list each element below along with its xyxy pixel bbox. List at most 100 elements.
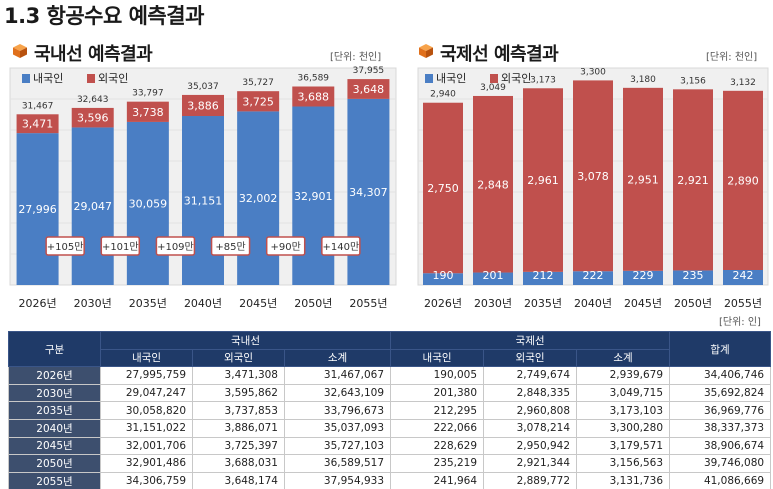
total-label: 33,797 bbox=[132, 89, 164, 99]
increment-box bbox=[321, 236, 361, 256]
table-cell: 3,648,174 bbox=[192, 471, 285, 489]
bar-label-local: 34,307 bbox=[349, 186, 388, 199]
table-cell: 29,047,247 bbox=[100, 383, 193, 403]
domestic-title: 국내선 예측결과 bbox=[34, 44, 153, 65]
category-label: 2035년 bbox=[524, 297, 562, 310]
cube-icon bbox=[419, 44, 433, 58]
increment-box bbox=[155, 236, 196, 256]
total-label: 36,589 bbox=[298, 74, 330, 84]
table-cell: 37,954,933 bbox=[283, 471, 392, 489]
th-sub: 소계 bbox=[576, 348, 671, 368]
table-row: 2045년 32,001,706 3,725,397 35,727,103 228,62… bbox=[8, 436, 772, 456]
bar-local bbox=[473, 272, 513, 285]
category-label: 2045년 bbox=[624, 297, 662, 310]
legend-swatch bbox=[490, 74, 498, 83]
bar-label-local: 201 bbox=[483, 269, 504, 282]
increment-badge: +85만 bbox=[210, 236, 251, 256]
bar-label-local: 190 bbox=[433, 269, 454, 282]
table-cell: 2,749,674 bbox=[483, 366, 578, 385]
table-cell: 3,179,571 bbox=[576, 436, 671, 456]
table-cell: 2,939,679 bbox=[576, 366, 671, 385]
bar-foreign bbox=[673, 89, 713, 271]
table-cell: 33,796,673 bbox=[283, 401, 392, 420]
table-cell: 2,889,772 bbox=[483, 471, 578, 489]
table-cell: 3,471,308 bbox=[192, 366, 285, 385]
category-label: 2040년 bbox=[574, 297, 612, 310]
th-sub: 내국인 bbox=[390, 348, 485, 368]
table-cell: 222,066 bbox=[390, 418, 485, 438]
cube-icon bbox=[13, 44, 27, 58]
bar-local bbox=[423, 273, 463, 285]
table-cell: 31,467,067 bbox=[283, 366, 392, 385]
table-cell: 190,005 bbox=[390, 366, 485, 385]
increment-badge: +90만 bbox=[265, 236, 306, 256]
table-cell: 36,969,776 bbox=[669, 401, 772, 420]
total-label: 3,300 bbox=[580, 67, 606, 77]
bar-label-foreign: 3,725 bbox=[242, 95, 274, 108]
category-label: 2045년 bbox=[239, 297, 277, 310]
table-cell: 3,078,214 bbox=[483, 418, 578, 438]
row-year: 2055년 bbox=[8, 471, 101, 489]
bar-label-foreign: 3,596 bbox=[77, 112, 109, 125]
bar-local bbox=[237, 111, 280, 285]
domestic-chart: 내국인 외국인 27,996 3,471 31,467 2026년 29,047 3,596 3… bbox=[9, 66, 397, 310]
increment-label: +101만 bbox=[102, 241, 139, 253]
table-cell: 235,219 bbox=[390, 454, 485, 473]
table-cell: 3,049,715 bbox=[576, 383, 671, 403]
table-row: 2040년 31,151,022 3,886,071 35,037,093 222,06… bbox=[8, 418, 772, 438]
increment-label: +109만 bbox=[157, 241, 194, 253]
th-sub: 외국인 bbox=[483, 348, 578, 368]
table-row: 2055년 34,306,759 3,648,174 37,954,933 241,96… bbox=[8, 471, 772, 489]
bar-label-local: 235 bbox=[683, 269, 704, 282]
increment-badge: +105만 bbox=[45, 236, 85, 256]
increment-box bbox=[45, 236, 85, 256]
bar-foreign bbox=[292, 86, 335, 107]
table-cell: 35,037,093 bbox=[283, 418, 392, 438]
total-label: 3,173 bbox=[530, 75, 556, 85]
table-cell: 241,964 bbox=[390, 471, 485, 489]
table-cell: 38,337,373 bbox=[669, 418, 772, 438]
bar-local bbox=[523, 271, 563, 285]
table-row: 2035년 30,058,820 3,737,853 33,796,673 212,29… bbox=[8, 401, 772, 420]
total-label: 35,727 bbox=[242, 78, 274, 88]
table-cell: 41,086,669 bbox=[669, 471, 772, 489]
table-cell: 3,595,862 bbox=[192, 383, 285, 403]
increment-badge: +140만 bbox=[321, 236, 361, 256]
legend-label: 외국인 bbox=[501, 72, 531, 85]
bar-foreign bbox=[473, 95, 513, 273]
table-cell: 3,156,563 bbox=[576, 454, 671, 473]
page-title: 1.3 항공수요 예측결과 bbox=[4, 4, 204, 28]
increment-label: +85만 bbox=[215, 241, 245, 253]
table-row: 2050년 32,901,486 3,688,031 36,589,517 235,21… bbox=[8, 454, 772, 473]
bar-foreign bbox=[182, 94, 224, 117]
domestic-unit: [단위: 천인] bbox=[330, 52, 382, 63]
international-title: 국제선 예측결과 bbox=[440, 44, 559, 65]
bar-foreign bbox=[126, 101, 169, 122]
th-total: 합계 bbox=[669, 330, 772, 368]
category-label: 2026년 bbox=[19, 297, 57, 310]
bar-label-foreign: 3,886 bbox=[187, 99, 219, 112]
bar-local bbox=[182, 116, 224, 285]
legend-label: 내국인 bbox=[33, 72, 63, 85]
table-row: 2030년 29,047,247 3,595,862 32,643,109 201,38… bbox=[8, 383, 772, 403]
forecast-table: 구분 국내선 국제선 합계 내국인 외국인 소계 내국인 외국인 소계 2026… bbox=[8, 330, 772, 489]
table-cell: 32,643,109 bbox=[283, 383, 392, 403]
bar-local bbox=[16, 133, 59, 285]
table-cell: 36,589,517 bbox=[283, 454, 392, 473]
increment-label: +140만 bbox=[323, 241, 360, 253]
table-cell: 201,380 bbox=[390, 383, 485, 403]
category-label: 2030년 bbox=[474, 297, 512, 310]
bar-local bbox=[573, 271, 613, 285]
th-international: 국제선 bbox=[390, 331, 671, 350]
total-label: 35,037 bbox=[187, 82, 219, 92]
bar-label-foreign: 3,648 bbox=[353, 83, 385, 96]
bar-label-local: 222 bbox=[583, 269, 604, 282]
total-label: 3,132 bbox=[730, 78, 756, 88]
table-cell: 212,295 bbox=[390, 401, 485, 420]
th-sub: 소계 bbox=[283, 348, 392, 368]
table-cell: 2,960,808 bbox=[483, 401, 578, 420]
row-year: 2035년 bbox=[8, 401, 101, 420]
th-category: 구분 bbox=[8, 330, 101, 368]
table-cell: 3,737,853 bbox=[192, 401, 285, 420]
total-label: 31,467 bbox=[22, 101, 54, 111]
